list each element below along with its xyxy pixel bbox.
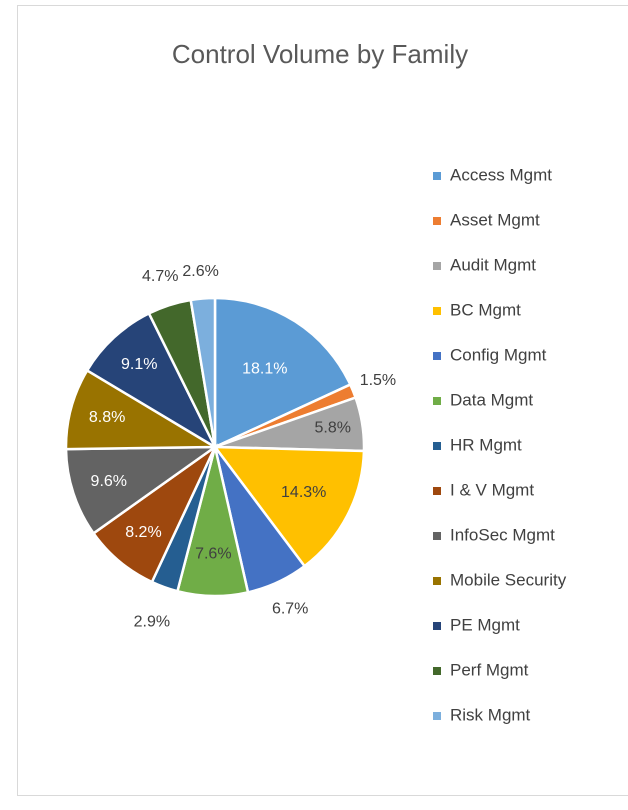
legend-label: Asset Mgmt [450, 210, 540, 229]
pie-slice [189, 296, 217, 448]
legend-label: BC Mgmt [450, 300, 521, 319]
data-label: 5.8% [315, 420, 351, 437]
legend-swatch [433, 487, 441, 495]
legend-swatch [433, 712, 441, 720]
legend-swatch [433, 262, 441, 270]
legend-label: PE Mgmt [450, 615, 520, 634]
legend-swatch [433, 172, 441, 180]
data-label: 2.6% [182, 263, 218, 280]
data-label: 8.8% [89, 409, 125, 426]
legend-swatch [433, 577, 441, 585]
legend-swatch [433, 217, 441, 225]
legend-swatch [433, 352, 441, 360]
legend-label: Access Mgmt [450, 165, 552, 184]
legend-swatch [433, 532, 441, 540]
legend-label: InfoSec Mgmt [450, 525, 555, 544]
legend-swatch [433, 397, 441, 405]
data-label: 9.6% [91, 473, 127, 490]
legend-label: Mobile Security [450, 570, 567, 589]
pie-slice [64, 445, 219, 536]
data-label: 8.2% [125, 524, 161, 541]
data-label: 2.9% [134, 613, 170, 630]
data-label: 4.7% [142, 268, 178, 285]
legend-swatch [433, 307, 441, 315]
legend-label: Perf Mgmt [450, 660, 529, 679]
legend-swatch [433, 622, 441, 630]
data-label: 1.5% [360, 372, 396, 389]
data-label: 18.1% [242, 360, 287, 377]
legend-label: Audit Mgmt [450, 255, 536, 274]
chart-title: Control Volume by Family [172, 39, 468, 69]
legend-label: Config Mgmt [450, 345, 547, 364]
legend-label: HR Mgmt [450, 435, 522, 454]
legend-swatch [433, 667, 441, 675]
pie-slice [85, 311, 219, 451]
pie-slice [212, 445, 366, 568]
legend-label: Risk Mgmt [450, 705, 531, 724]
data-label: 9.1% [121, 356, 157, 373]
legend-label: I & V Mgmt [450, 480, 534, 499]
legend-label: Data Mgmt [450, 390, 533, 409]
data-label: 7.6% [195, 545, 231, 562]
pie-slice [64, 368, 220, 451]
data-label: 14.3% [281, 484, 326, 501]
data-label: 6.7% [272, 600, 308, 617]
legend-swatch [433, 442, 441, 450]
pie-slice [213, 296, 352, 449]
